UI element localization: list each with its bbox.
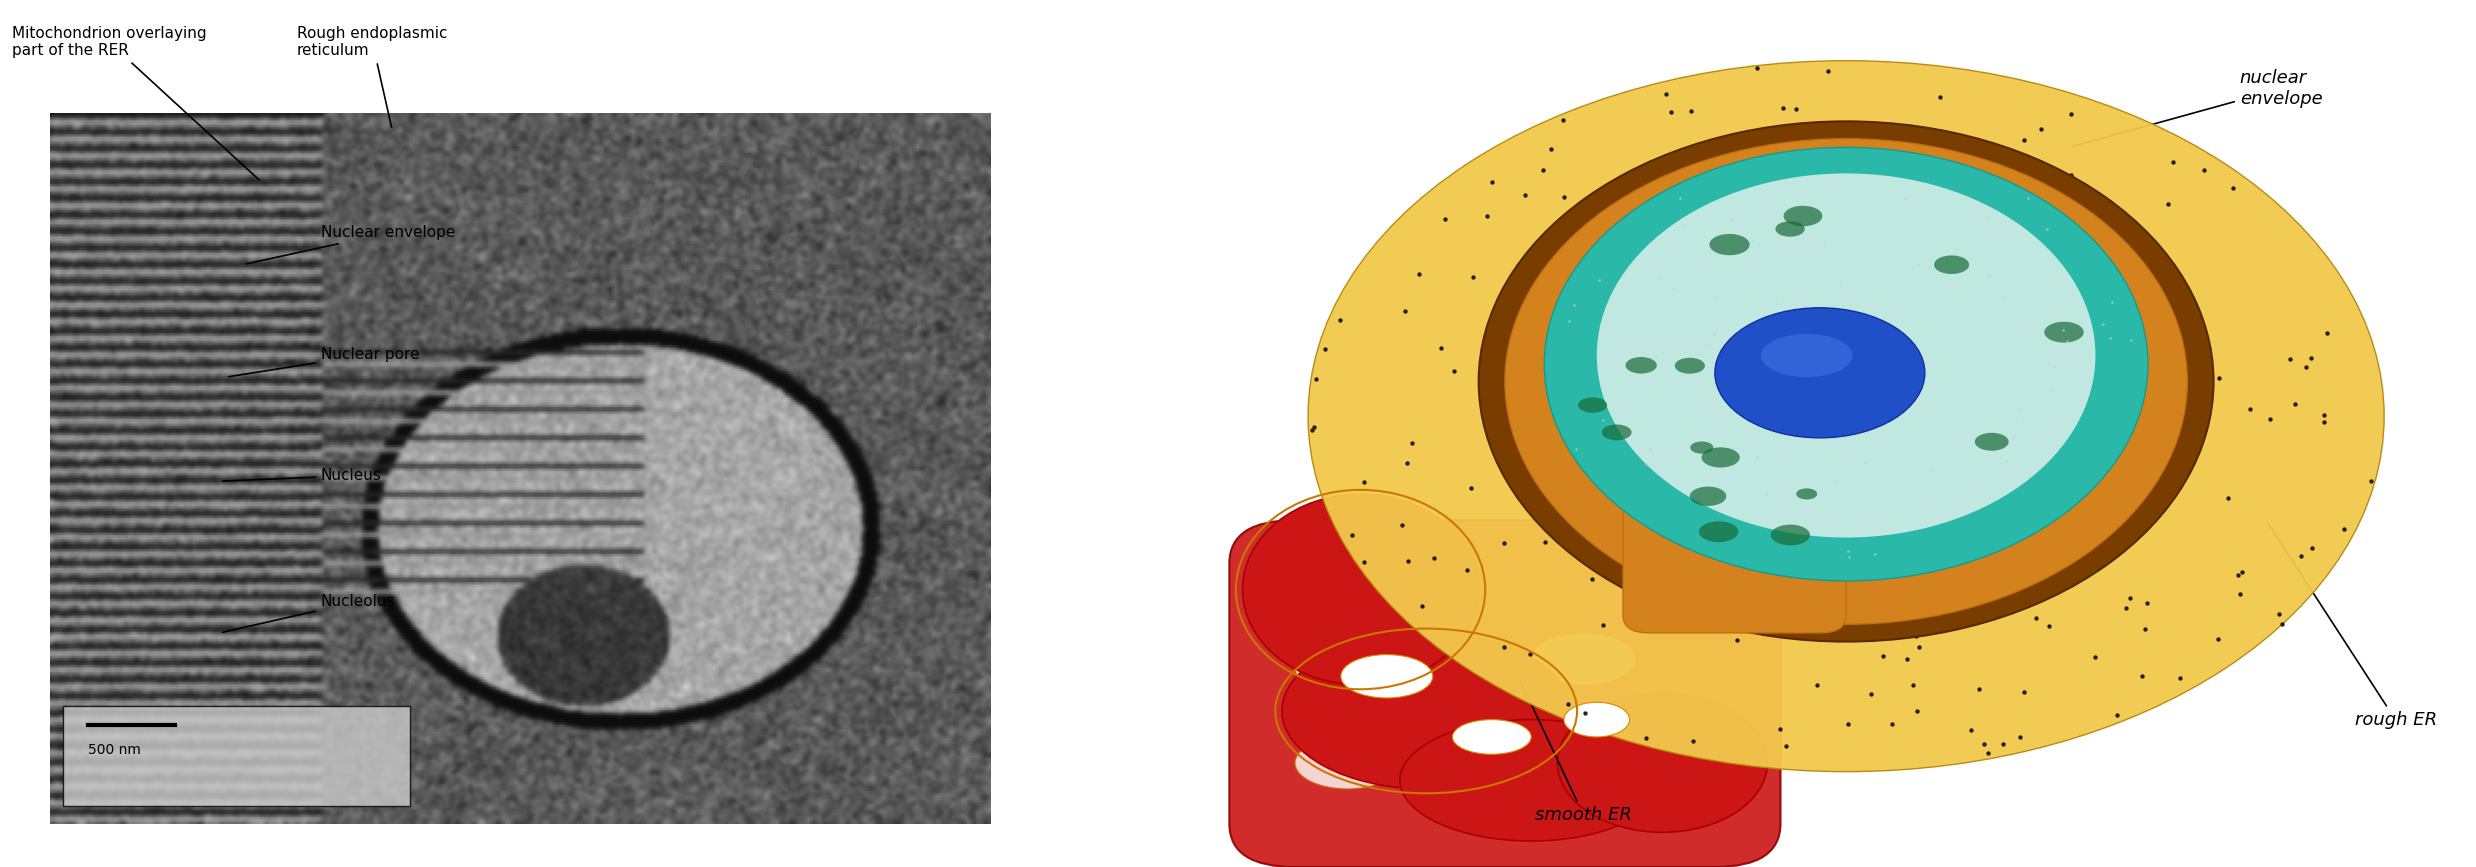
- Ellipse shape: [1505, 139, 2186, 624]
- Text: Nuclear pore: Nuclear pore: [228, 347, 418, 376]
- Ellipse shape: [1530, 633, 1637, 685]
- Ellipse shape: [1934, 256, 1968, 274]
- Ellipse shape: [1283, 633, 1570, 789]
- Ellipse shape: [1674, 358, 1706, 374]
- Ellipse shape: [1795, 488, 1817, 499]
- Text: 500 nm: 500 nm: [89, 743, 141, 757]
- Ellipse shape: [1691, 441, 1713, 453]
- Ellipse shape: [1976, 433, 2008, 451]
- Ellipse shape: [1557, 694, 1768, 832]
- FancyBboxPatch shape: [1231, 520, 1780, 867]
- Text: Nucleus: Nucleus: [223, 468, 381, 483]
- Text: Nucleolus: Nucleolus: [223, 594, 396, 632]
- Ellipse shape: [1760, 334, 1852, 377]
- Ellipse shape: [2045, 322, 2085, 342]
- Ellipse shape: [1708, 234, 1751, 255]
- Ellipse shape: [1775, 221, 1805, 237]
- Text: Rough endoplasmic
reticulum: Rough endoplasmic reticulum: [297, 26, 448, 127]
- Ellipse shape: [1783, 205, 1822, 226]
- Ellipse shape: [1577, 397, 1607, 413]
- Ellipse shape: [1577, 733, 1669, 776]
- Ellipse shape: [1307, 61, 2384, 772]
- Ellipse shape: [1478, 121, 2214, 642]
- Ellipse shape: [1716, 308, 1924, 438]
- Ellipse shape: [1295, 737, 1399, 789]
- Text: Mitochondrion overlaying
part of the RER: Mitochondrion overlaying part of the RER: [12, 26, 260, 180]
- FancyBboxPatch shape: [1624, 494, 1847, 633]
- Text: smooth ER: smooth ER: [1520, 679, 1632, 825]
- Ellipse shape: [1699, 521, 1738, 542]
- Text: rough ER: rough ER: [2268, 523, 2436, 729]
- Ellipse shape: [1689, 486, 1726, 506]
- Ellipse shape: [1627, 357, 1656, 374]
- Ellipse shape: [1770, 525, 1810, 545]
- Ellipse shape: [1399, 720, 1661, 841]
- Ellipse shape: [1597, 173, 2095, 538]
- Ellipse shape: [1342, 655, 1434, 698]
- Ellipse shape: [1295, 642, 1374, 694]
- Ellipse shape: [1602, 425, 1632, 440]
- Ellipse shape: [1243, 494, 1478, 685]
- Text: Nuclear envelope: Nuclear envelope: [245, 225, 456, 264]
- FancyBboxPatch shape: [64, 707, 411, 806]
- Ellipse shape: [1545, 147, 2149, 581]
- Ellipse shape: [1414, 759, 1545, 819]
- Ellipse shape: [1565, 702, 1629, 737]
- Text: nuclear
envelope: nuclear envelope: [2072, 69, 2322, 147]
- Ellipse shape: [1701, 447, 1741, 467]
- Ellipse shape: [1453, 720, 1530, 754]
